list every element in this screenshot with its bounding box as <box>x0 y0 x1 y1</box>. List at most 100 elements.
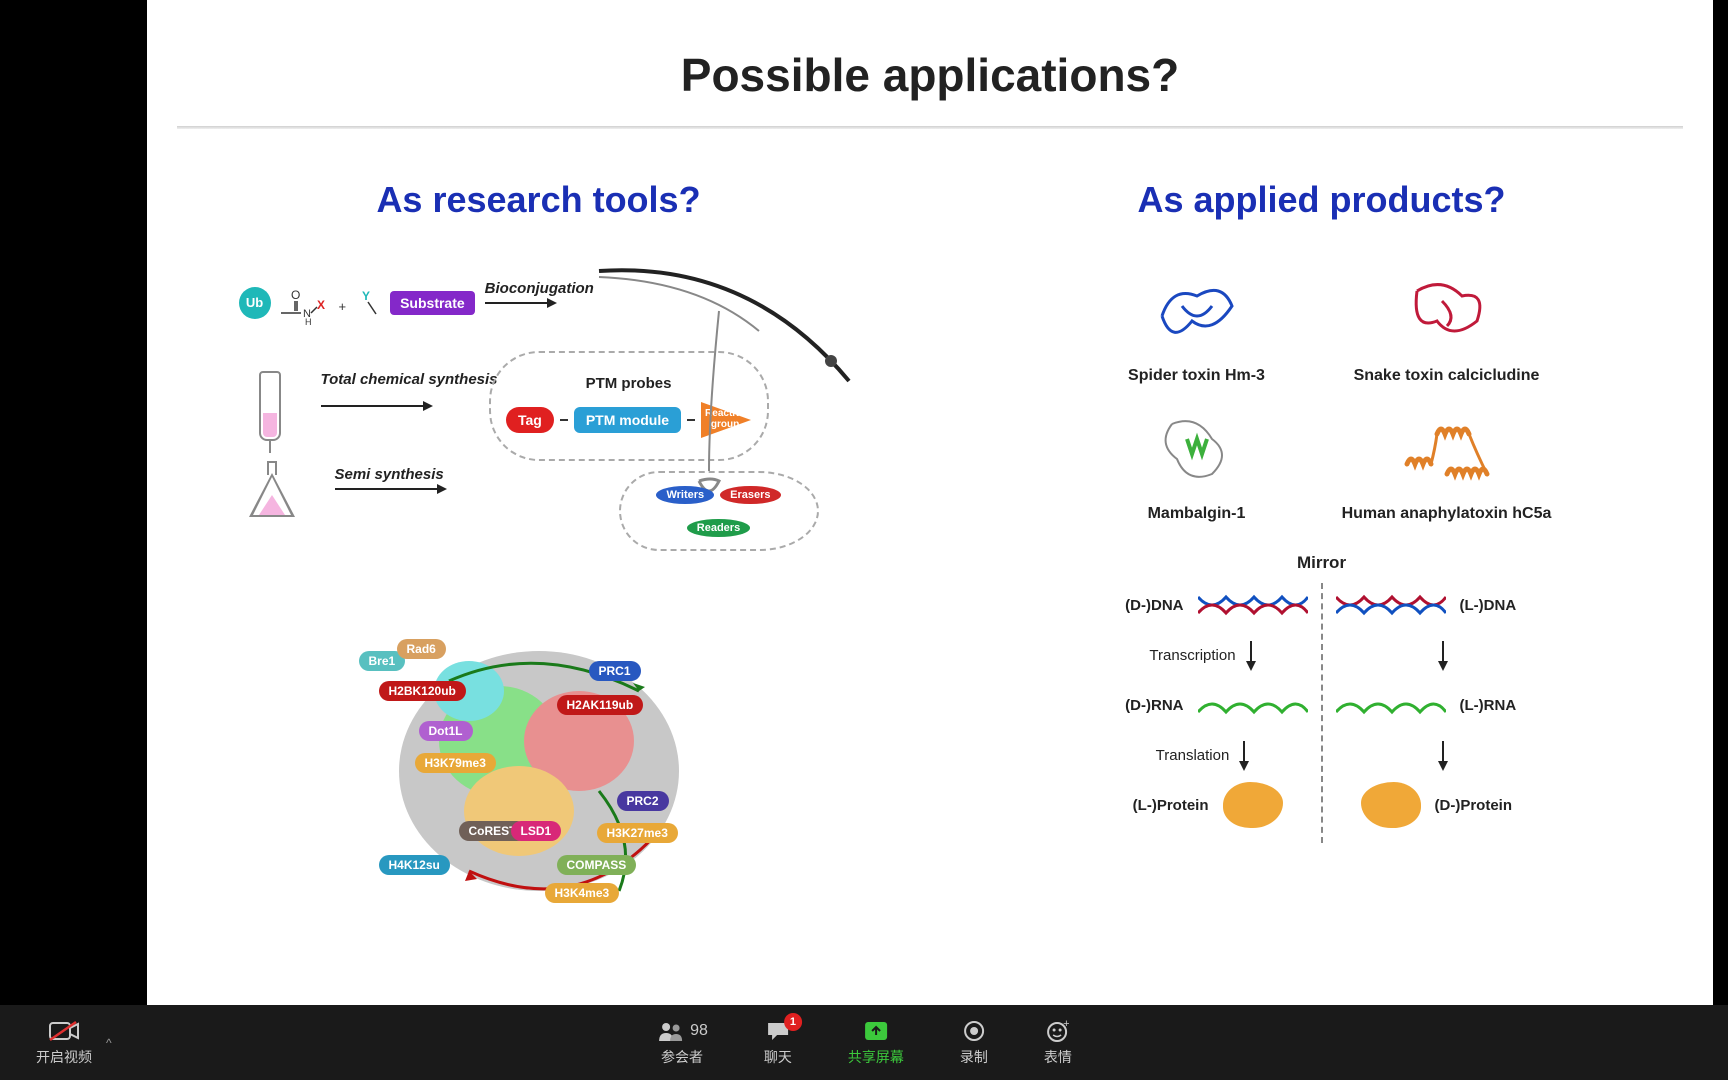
mirror-divider <box>1321 583 1323 843</box>
down-arrow-icon <box>1243 741 1245 769</box>
readers-label: Readers <box>687 519 750 537</box>
chem-fragment: O N H X <box>277 285 327 328</box>
dot1l-label: Dot1L <box>419 721 473 741</box>
record-button[interactable]: 录制 <box>960 1019 988 1067</box>
nucleosome-diagram: Bre1 Rad6 H2BK120ub Dot1L H3K79me3 PRC1 … <box>339 591 739 931</box>
protein-spider-toxin: Spider toxin Hm-3 <box>1092 261 1302 385</box>
lsd1-label: LSD1 <box>511 821 562 841</box>
participants-icon: 98 <box>656 1019 708 1043</box>
d-dna-label: (D-)DNA <box>1094 597 1184 614</box>
protein-snake-toxin: Snake toxin calcicludine <box>1342 261 1552 385</box>
h2ak119ub-label: H2AK119ub <box>557 695 644 715</box>
translation-label: Translation <box>1156 741 1230 769</box>
record-label: 录制 <box>960 1047 988 1067</box>
protein-blob-icon <box>1223 782 1283 828</box>
rna-icon <box>1336 694 1446 716</box>
svg-text:+: + <box>1063 1020 1069 1030</box>
down-arrow-icon <box>1442 641 1444 669</box>
svg-text:X: X <box>317 298 325 312</box>
erasers-label: Erasers <box>720 486 780 504</box>
start-video-button[interactable]: 开启视频 <box>36 1019 92 1067</box>
mirror-left: (D-)DNA Transcription (D-)RNA <box>1091 583 1311 827</box>
share-screen-button[interactable]: 共享屏幕 <box>848 1019 904 1067</box>
participant-count: 98 <box>690 1022 708 1040</box>
semi-synthesis-label: Semi synthesis <box>335 466 444 483</box>
mirror-right: (L-)DNA (L-)RNA (D-)Protein <box>1333 583 1553 827</box>
chat-button[interactable]: 1 聊天 <box>764 1019 792 1067</box>
h4k12su-label: H4K12su <box>379 855 450 875</box>
smiley-icon: + <box>1046 1019 1070 1043</box>
arrow-semi-synthesis: Semi synthesis <box>335 488 445 490</box>
bioconjugation-label: Bioconjugation <box>485 280 594 297</box>
l-dna-label: (L-)DNA <box>1460 597 1550 614</box>
mirror-diagram: Mirror (D-)DNA Transcription <box>1091 553 1553 843</box>
participants-button[interactable]: 98 参会者 <box>656 1019 708 1067</box>
reactions-button[interactable]: + 表情 <box>1044 1019 1072 1067</box>
svg-text:Y: Y <box>362 289 370 303</box>
l-rna-label: (L-)RNA <box>1460 697 1550 714</box>
proteins-grid: Spider toxin Hm-3 Snake toxin calcicludi… <box>1092 261 1552 523</box>
rna-icon <box>1198 694 1308 716</box>
right-heading: As applied products? <box>1137 179 1505 221</box>
dna-helix-icon <box>1198 591 1308 619</box>
down-arrow-icon <box>1250 641 1252 669</box>
arrow-total-synthesis: Total chemical synthesis <box>321 405 431 407</box>
total-synthesis-row: Total chemical synthesis <box>239 371 441 441</box>
toolbar-center: 98 参会者 1 聊天 共享屏幕 录制 + 表情 <box>656 1019 1072 1067</box>
mirror-title: Mirror <box>1297 553 1346 573</box>
total-synthesis-label: Total chemical synthesis <box>321 371 498 388</box>
ub-label: Ub <box>239 287 271 319</box>
d-protein-label: (D-)Protein <box>1435 797 1525 814</box>
protein-blob-icon <box>1361 782 1421 828</box>
svg-text:H: H <box>305 317 312 325</box>
share-label: 共享屏幕 <box>848 1047 904 1067</box>
l-protein-label: (L-)Protein <box>1119 797 1209 814</box>
left-column: As research tools? Ub O <box>147 179 930 931</box>
video-off-icon <box>48 1019 80 1043</box>
compass-label: COMPASS <box>557 855 637 875</box>
slide-title: Possible applications? <box>147 48 1713 102</box>
dna-helix-icon <box>1336 591 1446 619</box>
left-diagrams: Ub O N H X <box>147 261 930 931</box>
zoom-toolbar: 开启视频 ^ 98 参会者 1 聊天 共享屏幕 <box>0 1005 1728 1080</box>
transcription-label: Transcription <box>1149 641 1235 669</box>
share-screen-icon <box>863 1019 889 1043</box>
record-icon <box>963 1019 985 1043</box>
left-heading: As research tools? <box>376 179 700 221</box>
writers-label: Writers <box>656 486 714 504</box>
rad6-label: Rad6 <box>397 639 446 659</box>
y-fragment: Y <box>358 288 384 325</box>
prc1-label: PRC1 <box>589 661 641 681</box>
svg-text:O: O <box>291 288 300 302</box>
chevron-up-icon[interactable]: ^ <box>106 1036 112 1050</box>
plus-sign: + <box>339 299 347 314</box>
ptm-diagram: Ub O N H X <box>219 261 859 581</box>
h2bk120ub-label: H2BK120ub <box>379 681 466 701</box>
reactions-label: 表情 <box>1044 1047 1072 1067</box>
arrow-bioconjugation: Bioconjugation <box>485 302 555 304</box>
substrate-label: Substrate <box>390 291 475 315</box>
chat-badge: 1 <box>784 1013 802 1031</box>
presentation-slide: Possible applications? As research tools… <box>147 0 1713 1005</box>
tag-pill: Tag <box>506 407 554 433</box>
syringe-icon <box>259 371 281 441</box>
protein-hc5a: Human anaphylatoxin hC5a <box>1342 399 1552 523</box>
prc2-label: PRC2 <box>617 791 669 811</box>
video-label: 开启视频 <box>36 1047 92 1067</box>
d-rna-label: (D-)RNA <box>1094 697 1184 714</box>
amide-icon: O N H X <box>277 285 327 325</box>
h3k4me3-label: H3K4me3 <box>545 883 620 903</box>
down-arrow-icon <box>1442 741 1444 769</box>
toolbar-left: 开启视频 ^ <box>36 1019 112 1067</box>
chat-label: 聊天 <box>764 1047 792 1067</box>
title-divider <box>177 126 1683 129</box>
h3k27me3-label: H3K27me3 <box>597 823 678 843</box>
bioconjugation-row: Ub O N H X <box>239 281 565 324</box>
h3k79me3-label: H3K79me3 <box>415 753 496 773</box>
mirror-columns: (D-)DNA Transcription (D-)RNA <box>1091 583 1553 843</box>
fish-targets: Writers Erasers Readers <box>619 471 819 551</box>
right-column: As applied products? Spider toxin Hm-3 S… <box>930 179 1713 931</box>
protein-mambalgin: Mambalgin-1 <box>1092 399 1302 523</box>
flask-icon <box>249 461 295 517</box>
slide-columns: As research tools? Ub O <box>147 179 1713 931</box>
